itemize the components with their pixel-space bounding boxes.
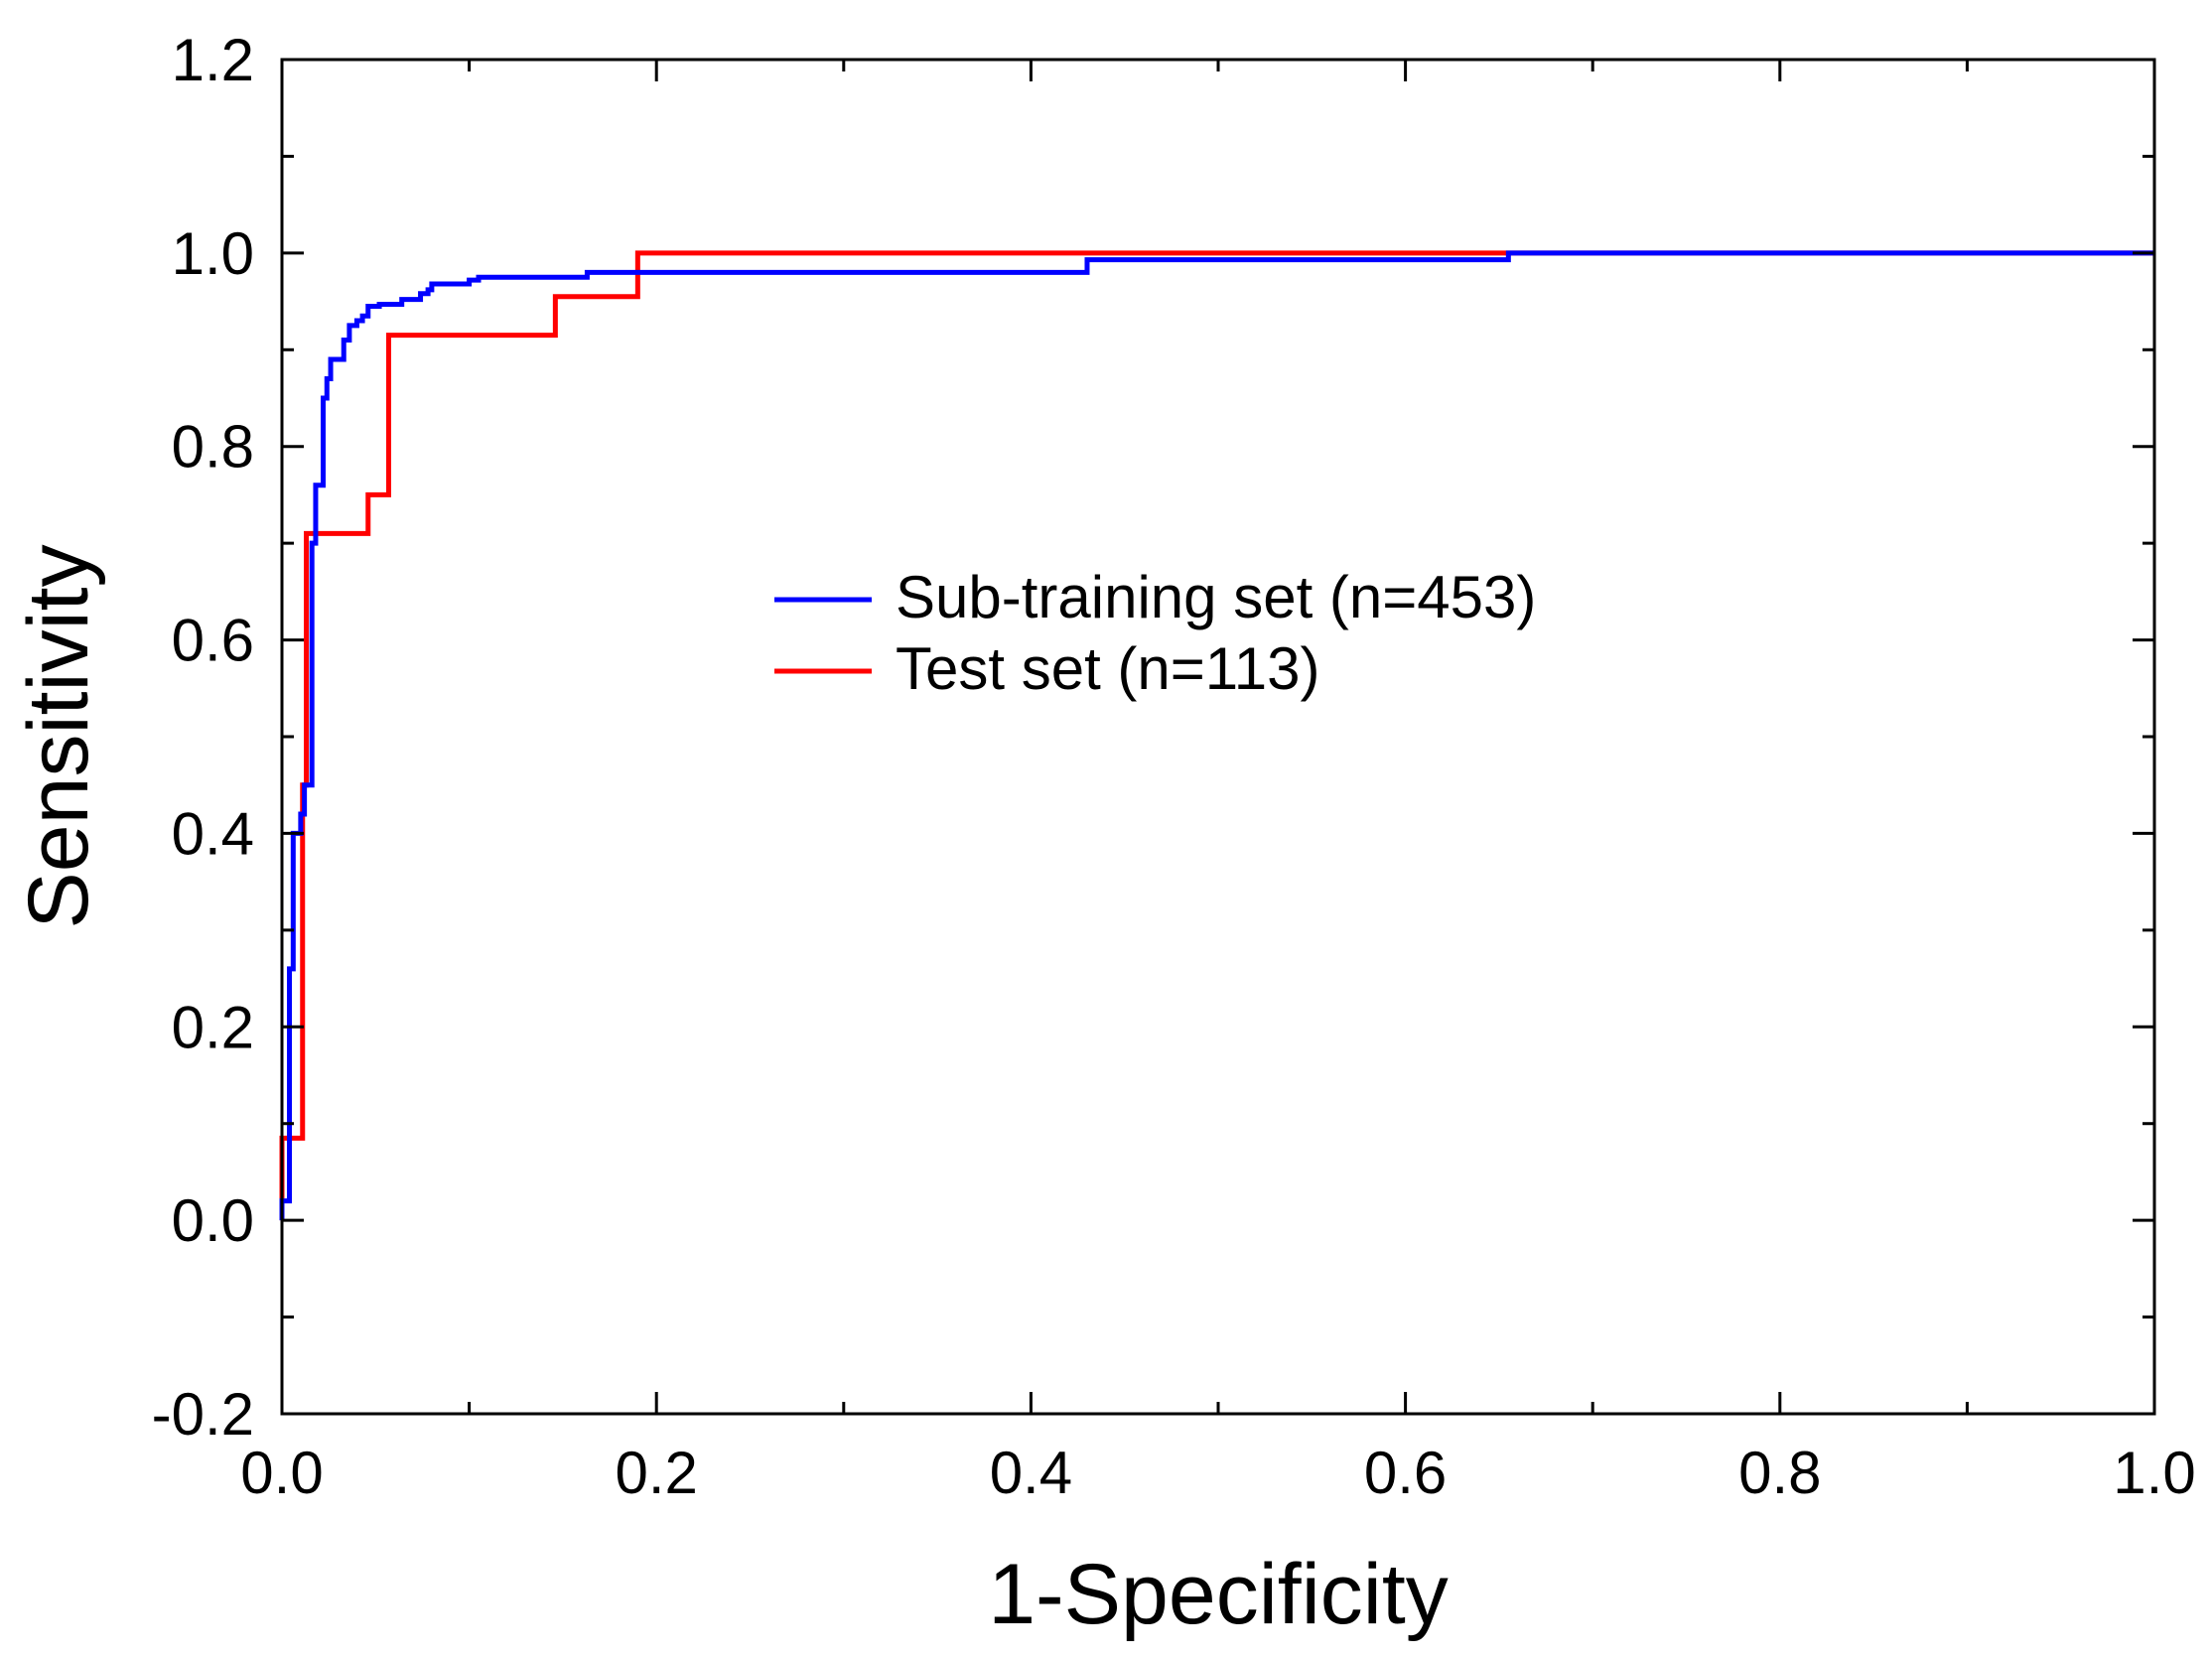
y-tick-label-0: -0.2: [152, 1381, 254, 1448]
tick-labels-layer: 0.0 0.2 0.4 0.6 0.8 1.0-0.20.00.20.40.60.81.0…: [152, 27, 2196, 1506]
x-tick-label-1: 0.2: [615, 1440, 697, 1506]
legend-label-sub-training: Sub-training set (n=453): [896, 564, 1536, 630]
series-line-sub-training: [279, 250, 2154, 1221]
y-tick-label-1: 0.0: [172, 1187, 254, 1254]
series-layer: [279, 250, 2154, 1221]
y-tick-label-6: 1.0: [172, 220, 254, 287]
x-tick-label-3: 0.6: [1364, 1440, 1447, 1506]
x-axis-title: 1-Specificity: [988, 1547, 1449, 1642]
legend: Sub-training set (n=453) Test set (n=113…: [774, 564, 1536, 702]
x-tick-label-4: 0.8: [1738, 1440, 1821, 1506]
series-line-test: [279, 250, 2154, 1221]
y-tick-label-5: 0.8: [172, 414, 254, 481]
y-tick-label-7: 1.2: [172, 27, 254, 93]
ticks-layer: [280, 58, 2156, 1416]
x-tick-label-0: 0.0: [240, 1440, 323, 1506]
legend-label-test: Test set (n=113): [896, 635, 1319, 702]
x-tick-label-2: 0.4: [990, 1440, 1072, 1506]
y-tick-label-2: 0.2: [172, 994, 254, 1060]
y-tick-label-3: 0.4: [172, 800, 254, 867]
x-tick-label-5: 1.0: [2113, 1440, 2195, 1506]
y-tick-label-4: 0.6: [172, 608, 254, 674]
y-axis-title: Sensitivity: [11, 544, 106, 928]
